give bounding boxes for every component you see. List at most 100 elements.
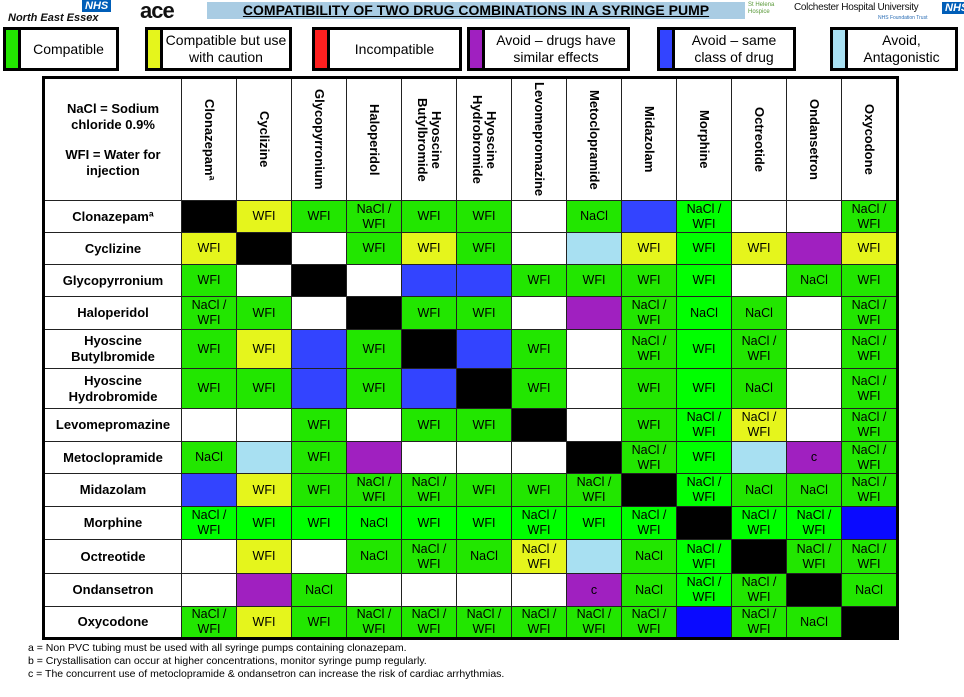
- compatibility-cell: NaCl / WFI: [786, 506, 842, 540]
- column-header-label: Midazolam: [642, 106, 657, 173]
- compatibility-cell: WFI: [236, 606, 292, 639]
- compatibility-cell: NaCl: [181, 441, 237, 474]
- footnote-b: b = Crystallisation can occur at higher …: [28, 655, 427, 667]
- compatibility-cell: WFI: [456, 506, 512, 540]
- compatibility-cell: WFI: [236, 506, 292, 540]
- table-row: Glycopyrronium WFI WFI WFI WFI WFI NaCl WFI: [43, 264, 898, 297]
- compatibility-cell: [786, 573, 842, 607]
- header-bar: NHS North East Essex ace COMPATIBILITY O…: [0, 0, 964, 24]
- column-header: Glycopyrronium: [291, 77, 347, 201]
- compatibility-cell: [676, 506, 732, 540]
- table-row: Clonazepamª WFI WFI NaCl / WFI WFI WFI NaCl NaC…: [43, 200, 898, 233]
- row-header: Ondansetron: [43, 573, 182, 607]
- compatibility-cell: NaCl / WFI: [731, 606, 787, 639]
- compatibility-cell: [346, 441, 402, 474]
- compatibility-cell: NaCl / WFI: [346, 200, 402, 233]
- compatibility-cell: NaCl / WFI: [401, 473, 457, 507]
- compatibility-cell: [511, 441, 567, 474]
- compatibility-cell: [291, 329, 347, 369]
- column-header-label: Hyoscine Hydrobromide: [470, 95, 499, 184]
- compatibility-cell: [346, 264, 402, 297]
- compatibility-cell: c: [786, 441, 842, 474]
- compatibility-cell: WFI: [401, 200, 457, 233]
- compatibility-cell: WFI: [346, 232, 402, 265]
- table-row: Cyclizine WFI WFI WFI WFI WFI WFI WFI WFI: [43, 232, 898, 265]
- compatibility-cell: [181, 539, 237, 574]
- legend-swatch: [148, 30, 163, 68]
- column-header-label: Clonazepamª: [202, 98, 217, 181]
- column-header-label: Octreotide: [752, 106, 767, 172]
- column-header: Morphine: [676, 77, 732, 201]
- hospital-subtitle: NHS Foundation Trust: [878, 15, 928, 21]
- compatibility-cell: [236, 441, 292, 474]
- compatibility-cell: [181, 473, 237, 507]
- compatibility-cell: [456, 329, 512, 369]
- compatibility-cell: [731, 200, 787, 233]
- column-header-label: Morphine: [697, 110, 712, 169]
- compatibility-cell: [731, 539, 787, 574]
- compatibility-cell: WFI: [401, 296, 457, 330]
- nacl-definition: NaCl = Sodium chloride 0.9%: [66, 100, 160, 132]
- compatibility-cell: NaCl / WFI: [676, 473, 732, 507]
- column-header: Hyoscine Butylbromide: [401, 77, 457, 201]
- compatibility-cell: [566, 408, 622, 442]
- compatibility-cell: NaCl / WFI: [731, 573, 787, 607]
- column-header-label: Glycopyrronium: [312, 89, 327, 190]
- compatibility-cell: WFI: [236, 200, 292, 233]
- row-header: Hyoscine Hydrobromide: [43, 368, 182, 409]
- legend-label: Compatible: [33, 40, 104, 57]
- column-header-label: Metoclopramide: [587, 89, 602, 190]
- compatibility-cell: [291, 264, 347, 297]
- compatibility-cell: NaCl / WFI: [841, 200, 898, 233]
- compatibility-cell: [456, 441, 512, 474]
- column-header-label: Levomepromazine: [532, 82, 547, 197]
- compatibility-cell: NaCl: [621, 573, 677, 607]
- compatibility-cell: WFI: [566, 506, 622, 540]
- compatibility-cell: [566, 232, 622, 265]
- column-header: Levomepromazine: [511, 77, 567, 201]
- compatibility-cell: [346, 573, 402, 607]
- compatibility-cell: [786, 232, 842, 265]
- wfi-definition: WFI = Water for injection: [65, 146, 161, 178]
- compatibility-cell: NaCl / WFI: [401, 606, 457, 639]
- row-header: Metoclopramide: [43, 441, 182, 474]
- row-header: Levomepromazine: [43, 408, 182, 442]
- compatibility-cell: NaCl / WFI: [841, 473, 898, 507]
- table-row: Hyoscine Hydrobromide WFI WFI WFI WFI WFI WFI N…: [43, 368, 898, 409]
- compatibility-cell: [291, 368, 347, 409]
- compatibility-cell: [346, 408, 402, 442]
- compatibility-cell: WFI: [236, 329, 292, 369]
- compatibility-cell: WFI: [621, 408, 677, 442]
- compatibility-cell: NaCl: [456, 539, 512, 574]
- column-header: Ondansetron: [786, 77, 842, 201]
- compatibility-cell: WFI: [401, 506, 457, 540]
- compatibility-cell: [731, 264, 787, 297]
- compatibility-cell: WFI: [676, 264, 732, 297]
- compatibility-cell: c: [566, 573, 622, 607]
- compatibility-cell: [401, 264, 457, 297]
- legend-swatch: [315, 30, 330, 68]
- org-name: North East Essex: [8, 12, 99, 24]
- legend-item: Avoid – drugs have similar effects: [467, 27, 630, 71]
- compatibility-cell: WFI: [731, 232, 787, 265]
- compatibility-cell: [236, 573, 292, 607]
- hospital-name: Colchester Hospital University: [794, 2, 919, 13]
- compatibility-cell: WFI: [236, 296, 292, 330]
- legend-swatch: [6, 30, 21, 68]
- compatibility-cell: NaCl: [841, 573, 898, 607]
- table-row: Ondansetron NaCl c NaCl NaCl / WFI NaCl / WFI…: [43, 573, 898, 607]
- compatibility-cell: NaCl / WFI: [731, 408, 787, 442]
- compatibility-cell: NaCl / WFI: [841, 296, 898, 330]
- compatibility-cell: NaCl / WFI: [511, 506, 567, 540]
- compatibility-cell: [401, 573, 457, 607]
- compatibility-cell: [456, 264, 512, 297]
- header-row: NaCl = Sodium chloride 0.9% WFI = Water …: [43, 77, 898, 201]
- hospice-logo: St Helena Hospice: [748, 2, 775, 15]
- compatibility-cell: NaCl / WFI: [676, 408, 732, 442]
- compatibility-cell: WFI: [181, 264, 237, 297]
- compatibility-table: NaCl = Sodium chloride 0.9% WFI = Water …: [42, 76, 899, 640]
- compatibility-cell: NaCl: [566, 200, 622, 233]
- compatibility-cell: [291, 296, 347, 330]
- compatibility-cell: NaCl / WFI: [621, 506, 677, 540]
- compatibility-cell: WFI: [841, 232, 898, 265]
